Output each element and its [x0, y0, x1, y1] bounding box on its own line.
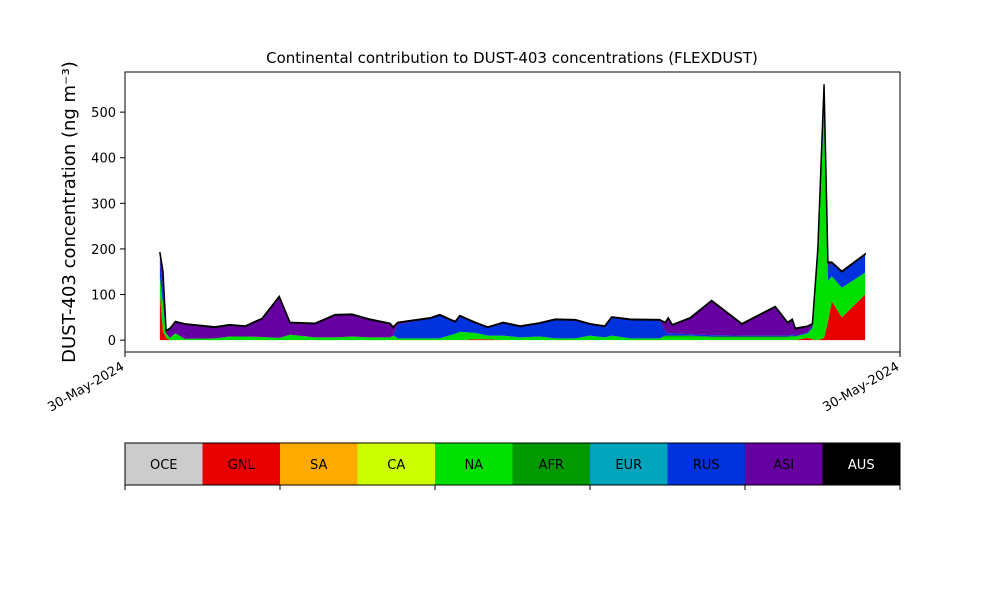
- y-tick-label: 500: [91, 106, 116, 121]
- area: [159, 109, 866, 339]
- legend-swatch: [667, 443, 745, 485]
- legend-swatch: [822, 443, 900, 485]
- legend-label: NA: [464, 458, 483, 473]
- area: [159, 84, 866, 333]
- legend-swatch: [125, 443, 203, 485]
- y-tick-label: 400: [91, 152, 116, 167]
- legend-swatch: [745, 443, 823, 485]
- area: [159, 98, 866, 339]
- y-tick-label: 200: [91, 243, 116, 258]
- plot-frame: [124, 71, 901, 353]
- legend-swatch: [512, 443, 590, 485]
- y-tick-label: 100: [91, 289, 116, 304]
- legend-swatch: [202, 443, 280, 485]
- x-tick-label: 30-May-2024: [45, 359, 127, 415]
- legend-swatch: [280, 443, 358, 485]
- legend-label: ASI: [773, 458, 794, 473]
- legend-label: OCE: [150, 458, 178, 473]
- area: [159, 109, 866, 339]
- y-axis-label: DUST-403 concentration (ng m⁻³): [59, 61, 80, 363]
- area: [159, 109, 866, 341]
- legend-frame: [124, 442, 901, 486]
- chart-title: Continental contribution to DUST-403 con…: [266, 49, 758, 67]
- legend-swatch: [435, 443, 513, 485]
- legend-label: RUS: [693, 458, 720, 473]
- legend-label: EUR: [615, 458, 642, 473]
- legend-label: GNL: [228, 458, 256, 473]
- legend-swatch: [357, 443, 435, 485]
- legend-label: CA: [387, 458, 405, 473]
- y-tick-label: 0: [108, 334, 116, 349]
- area: [159, 84, 866, 339]
- legend-label: AFR: [539, 458, 564, 473]
- y-tick-label: 300: [91, 197, 116, 212]
- legend-label: SA: [310, 458, 327, 473]
- legend-label: AUS: [848, 458, 875, 473]
- x-tick-label: 30-May-2024: [820, 359, 902, 415]
- legend-swatch: [590, 443, 668, 485]
